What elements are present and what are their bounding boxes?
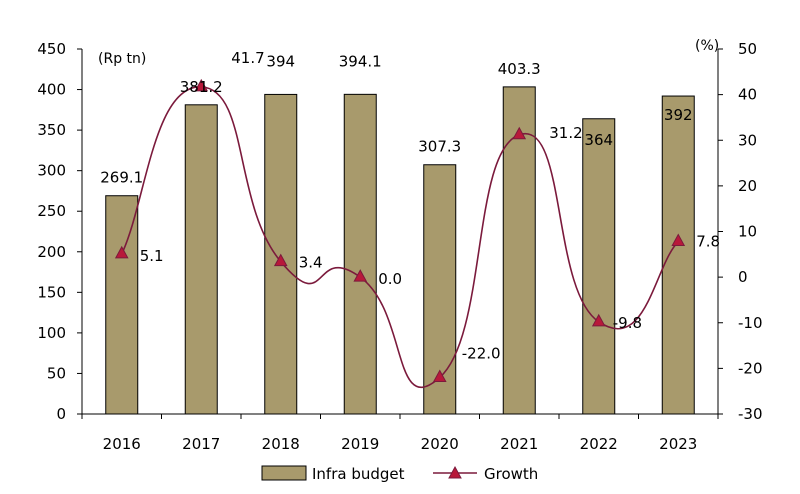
axes-layer: 0 50 100 150 200 250 300 350 400 450 -30 -20 -10 0 10 2… [37,40,762,453]
bar-2023 [661,95,695,415]
x-tick-label: 2021 [500,435,538,453]
bar-value-label-2021: 403.3 [498,60,541,78]
right-tick-label: 20 [738,177,757,195]
left-axis-unit: (Rp tn) [98,51,146,67]
right-tick-label: -20 [738,359,763,377]
growth-marker-2023 [671,233,686,247]
legend-label-infra-budget: Infra budget [312,465,405,483]
growth-line-layer [114,78,686,388]
left-tick-label: 200 [37,243,66,261]
growth-value-label-2017: 41.7 [231,49,264,67]
growth-value-label-2019: 0.0 [378,270,402,288]
x-tick-label: 2016 [103,435,141,453]
right-tick-label: 10 [738,223,757,241]
right-axis-unit: (%) [695,38,719,54]
growth-marker-2019 [353,269,368,282]
x-tick-label: 2017 [182,435,220,453]
bar-2016 [105,195,139,415]
right-tick-label: 40 [738,86,757,104]
right-tick-label: 30 [738,131,757,149]
left-tick-label: 300 [37,162,66,180]
left-tick-label: 0 [56,405,66,423]
x-tick-label: 2018 [262,435,300,453]
bar-value-label-2016: 269.1 [100,169,143,187]
x-tick-label: 2023 [659,435,697,453]
bar-2017 [184,104,218,415]
bar-value-label-2020: 307.3 [418,138,461,156]
growth-marker-2020 [432,369,447,382]
left-tick-label: 250 [37,202,66,220]
left-tick-label: 450 [37,40,66,58]
data-labels-layer: 269.1 381.2 394 394.1 307.3 403.3 364 392 5.1 41.… [100,49,720,363]
growth-line [121,86,679,388]
growth-marker-2021 [512,126,527,140]
bar-2022 [582,118,616,415]
right-tick-label: -30 [738,405,763,423]
bar-value-label-2022: 364 [584,131,613,149]
bar-value-label-2018: 394 [266,52,295,70]
left-tick-label: 350 [37,121,66,139]
right-tick-label: -10 [738,314,763,332]
growth-value-label-2023: 7.8 [696,233,720,251]
bars-layer [105,86,695,415]
growth-value-label-2022: -9.8 [613,314,642,332]
bar-value-label-2017: 381.2 [180,78,223,96]
left-tick-label: 50 [47,364,66,382]
legend-swatch-infra-budget [261,465,307,481]
legend-marker-growth [448,465,462,479]
x-tick-label: 2019 [341,435,379,453]
x-tick-label: 2020 [421,435,459,453]
growth-marker-2016 [114,245,129,259]
left-tick-label: 400 [37,81,66,99]
bar-value-label-2019: 394.1 [339,52,382,70]
growth-marker-2022 [591,313,606,327]
right-tick-label: 0 [738,268,748,286]
right-tick-label: 50 [738,40,757,58]
x-tick-label: 2022 [580,435,618,453]
growth-value-label-2021: 31.2 [549,124,582,142]
growth-value-label-2016: 5.1 [140,247,164,265]
growth-value-label-2020: -22.0 [462,345,501,363]
growth-marker-2018 [273,253,288,267]
left-tick-label: 100 [37,324,66,342]
left-tick-label: 150 [37,283,66,301]
legend: Infra budget Growth [261,465,538,483]
growth-marker-2017 [194,78,209,92]
growth-value-label-2018: 3.4 [299,254,323,272]
bar-value-label-2023: 392 [664,106,693,124]
legend-label-growth: Growth [484,465,538,483]
bar-2019 [343,93,377,415]
